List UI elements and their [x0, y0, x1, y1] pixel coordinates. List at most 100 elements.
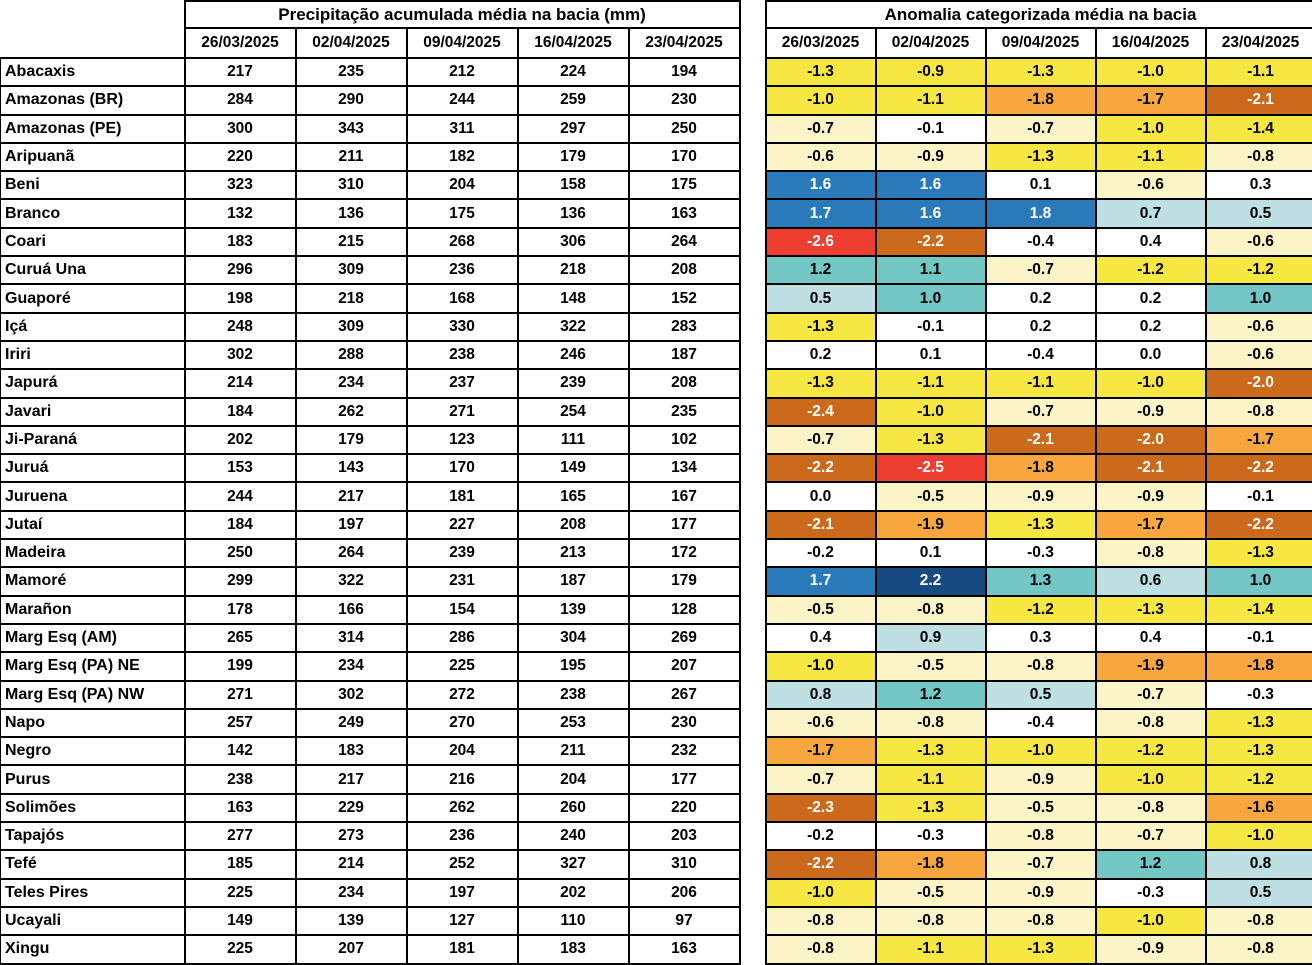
anomaly-value-cell-white: -0.4	[986, 341, 1096, 369]
anomaly-value-cell-red: -2.6	[766, 228, 876, 256]
anomaly-value-cell-blue: 1.7	[766, 199, 876, 227]
anomaly-value-cell-yellow: -1.0	[1096, 765, 1206, 793]
precip-value-cell: 211	[518, 737, 629, 765]
anomaly-value-cell-white: 0.2	[1096, 313, 1206, 341]
anomaly-value-cell-pale-cyan: 0.9	[876, 624, 986, 652]
precip-value-cell: 215	[296, 228, 407, 256]
basin-label: Curuá Una	[1, 256, 185, 284]
precip-value-cell: 304	[518, 624, 629, 652]
anomaly-value-cell-pale-yellow: -0.8	[1096, 794, 1206, 822]
basin-label: Marg Esq (PA) NE	[1, 652, 185, 680]
precip-value-cell: 220	[629, 794, 740, 822]
anomaly-value-cell-pale-yellow: -0.7	[1096, 822, 1206, 850]
precip-value-cell: 259	[518, 86, 629, 114]
basin-label: Juruá	[1, 454, 185, 482]
anomaly-value-cell-pale-yellow: -0.6	[1206, 313, 1312, 341]
anomaly-value-cell-yellow: -1.0	[766, 86, 876, 114]
basin-label: Aripuanã	[1, 143, 185, 171]
anomaly-value-cell-pale-yellow: -0.6	[766, 143, 876, 171]
anomaly-value-cell-yellow: -1.2	[1206, 765, 1312, 793]
anomaly-row: -1.0-0.5-0.8-1.9-1.8	[766, 652, 1312, 680]
anomaly-value-cell-yellow: -1.3	[1206, 539, 1312, 567]
anomaly-row: -0.7-0.1-0.7-1.0-1.4	[766, 115, 1312, 143]
precip-value-cell: 179	[296, 426, 407, 454]
precip-value-cell: 262	[296, 398, 407, 426]
anomaly-value-cell-orange: -1.9	[1096, 652, 1206, 680]
precip-value-cell: 217	[296, 765, 407, 793]
precip-value-cell: 296	[185, 256, 296, 284]
anomaly-value-cell-yellow: -1.1	[876, 369, 986, 397]
basin-label: Negro	[1, 737, 185, 765]
precip-value-cell: 149	[518, 454, 629, 482]
precip-value-cell: 309	[296, 313, 407, 341]
precip-value-cell: 163	[629, 199, 740, 227]
date-column-header: 02/04/2025	[876, 28, 986, 58]
anomaly-value-cell-white: 0.2	[766, 341, 876, 369]
anomaly-value-cell-white: -0.1	[876, 313, 986, 341]
anomaly-value-cell-orange: -1.8	[1206, 652, 1312, 680]
anomaly-value-cell-yellow: -1.0	[766, 879, 876, 907]
anomaly-value-cell-white: -0.3	[986, 539, 1096, 567]
anomaly-row: -0.2-0.3-0.8-0.7-1.0	[766, 822, 1312, 850]
precip-value-cell: 277	[185, 822, 296, 850]
anomaly-value-cell-pale-yellow: -0.9	[986, 879, 1096, 907]
anomaly-value-cell-yellow: -1.2	[1096, 256, 1206, 284]
anomaly-value-cell-pale-cyan: 0.5	[986, 681, 1096, 709]
anomaly-value-cell-pale-yellow: -0.8	[1206, 907, 1312, 935]
anomaly-value-cell-yellow: -1.2	[986, 596, 1096, 624]
precip-value-cell: 178	[185, 596, 296, 624]
anomaly-value-cell-blue: 1.6	[766, 171, 876, 199]
anomaly-value-cell-white: 0.3	[986, 624, 1096, 652]
anomaly-value-cell-dark-orange: -2.1	[1206, 86, 1312, 114]
precip-value-cell: 143	[296, 454, 407, 482]
basin-label: Tefé	[1, 850, 185, 878]
basin-label: Marañon	[1, 596, 185, 624]
precip-value-cell: 128	[629, 596, 740, 624]
precip-value-cell: 269	[629, 624, 740, 652]
anomaly-value-cell-pale-cyan: 0.8	[766, 681, 876, 709]
anomaly-value-cell-white: -0.1	[876, 115, 986, 143]
basin-label: Teles Pires	[1, 879, 185, 907]
anomaly-value-cell-yellow: -1.3	[876, 426, 986, 454]
anomaly-value-cell-yellow: -1.0	[1096, 58, 1206, 86]
anomaly-value-cell-orange: -1.8	[986, 454, 1096, 482]
precip-value-cell: 181	[407, 935, 518, 963]
precip-value-cell: 134	[629, 454, 740, 482]
precip-value-cell: 244	[407, 86, 518, 114]
precip-value-cell: 343	[296, 115, 407, 143]
anomaly-value-cell-dark-orange: -2.1	[1096, 454, 1206, 482]
basin-label: Japurá	[1, 369, 185, 397]
precip-value-cell: 217	[296, 482, 407, 510]
precip-value-cell: 139	[296, 907, 407, 935]
anomaly-value-cell-teal: 1.0	[876, 284, 986, 312]
anomaly-value-cell-teal: 1.1	[876, 256, 986, 284]
precip-value-cell: 262	[407, 794, 518, 822]
precip-value-cell: 183	[185, 228, 296, 256]
anomaly-value-cell-dark-orange: -2.4	[766, 398, 876, 426]
date-column-header: 26/03/2025	[766, 28, 876, 58]
anomaly-value-cell-pale-yellow: -0.7	[986, 850, 1096, 878]
precip-value-cell: 311	[407, 115, 518, 143]
precip-value-cell: 207	[296, 935, 407, 963]
precipitation-table-title: Precipitação acumulada média na bacia (m…	[185, 1, 740, 28]
basin-label: Xingu	[1, 935, 185, 963]
precip-value-cell: 239	[518, 369, 629, 397]
basin-label: Madeira	[1, 539, 185, 567]
anomaly-value-cell-yellow: -1.3	[766, 369, 876, 397]
anomaly-value-cell-yellow: -1.4	[1206, 596, 1312, 624]
anomaly-value-cell-yellow: -1.1	[876, 935, 986, 963]
precip-value-cell: 170	[629, 143, 740, 171]
anomaly-value-cell-yellow: -1.3	[986, 143, 1096, 171]
precip-value-cell: 211	[296, 143, 407, 171]
